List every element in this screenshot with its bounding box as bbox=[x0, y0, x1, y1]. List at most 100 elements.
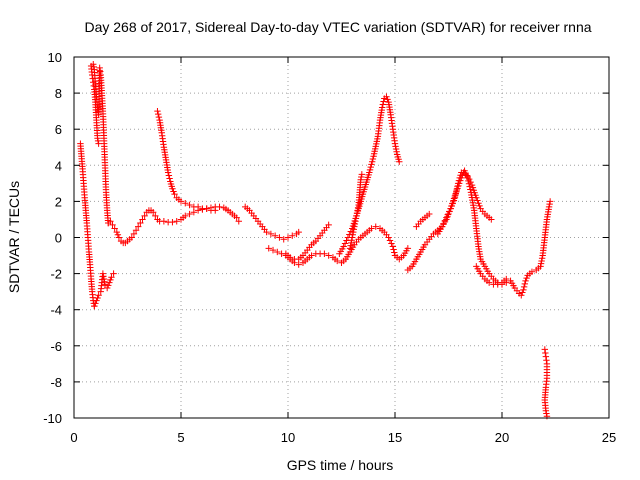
data-point bbox=[97, 68, 104, 75]
series-s13 bbox=[413, 210, 433, 230]
data-point bbox=[358, 173, 365, 181]
data-point bbox=[366, 169, 373, 176]
data-point bbox=[476, 202, 483, 210]
data-point bbox=[100, 273, 107, 280]
data-point bbox=[203, 205, 210, 212]
data-point bbox=[182, 200, 189, 207]
data-point bbox=[466, 183, 473, 190]
data-point bbox=[389, 243, 397, 250]
data-point bbox=[94, 137, 102, 145]
data-point bbox=[537, 260, 545, 267]
data-point bbox=[128, 234, 135, 241]
data-point bbox=[173, 218, 180, 225]
data-point bbox=[100, 275, 108, 283]
data-point bbox=[132, 227, 140, 234]
data-points bbox=[77, 61, 554, 420]
data-point bbox=[450, 197, 458, 204]
data-point bbox=[321, 250, 328, 257]
data-point bbox=[440, 220, 447, 227]
y-tick-label: -8 bbox=[50, 375, 62, 390]
data-point bbox=[107, 218, 114, 225]
data-point bbox=[346, 245, 354, 252]
data-point bbox=[542, 349, 549, 357]
data-point bbox=[216, 203, 223, 211]
data-point bbox=[90, 63, 97, 71]
data-point bbox=[101, 278, 108, 285]
x-tick-label: 15 bbox=[388, 430, 402, 445]
data-point bbox=[391, 140, 399, 147]
data-point bbox=[141, 212, 148, 220]
data-point bbox=[358, 171, 366, 178]
data-point bbox=[269, 246, 277, 254]
data-point bbox=[523, 274, 530, 282]
data-point bbox=[354, 207, 361, 214]
data-point bbox=[475, 200, 482, 207]
data-point bbox=[349, 231, 356, 238]
data-point bbox=[235, 218, 242, 225]
data-point bbox=[443, 214, 450, 221]
data-point bbox=[286, 254, 294, 261]
data-point bbox=[325, 221, 332, 229]
chart-title: Day 268 of 2017, Sidereal Day-to-day VTE… bbox=[84, 19, 591, 35]
data-point bbox=[351, 220, 359, 228]
data-point bbox=[542, 407, 550, 414]
data-point bbox=[458, 169, 465, 176]
data-point bbox=[455, 177, 463, 184]
data-point bbox=[393, 148, 400, 155]
series-s15 bbox=[473, 263, 510, 288]
series-s3 bbox=[90, 61, 112, 227]
data-point bbox=[348, 237, 355, 244]
series-s4 bbox=[91, 270, 117, 310]
data-point bbox=[538, 257, 545, 265]
data-point bbox=[444, 211, 451, 218]
data-point bbox=[520, 286, 527, 294]
data-point bbox=[519, 289, 526, 296]
data-point bbox=[350, 228, 357, 236]
data-point bbox=[347, 239, 355, 247]
data-point bbox=[95, 292, 102, 299]
data-point bbox=[350, 226, 358, 233]
y-tick-label: -4 bbox=[50, 303, 62, 318]
data-point bbox=[454, 183, 461, 190]
data-point bbox=[308, 252, 315, 259]
data-point bbox=[274, 248, 281, 256]
data-point bbox=[351, 223, 358, 230]
data-point bbox=[453, 188, 460, 196]
data-point bbox=[392, 143, 399, 150]
data-point bbox=[385, 234, 392, 241]
y-tick-label: -6 bbox=[50, 339, 62, 354]
data-point bbox=[105, 282, 112, 289]
data-point bbox=[90, 61, 97, 68]
data-point bbox=[357, 176, 364, 183]
data-point bbox=[154, 107, 161, 115]
data-point bbox=[263, 228, 270, 236]
data-point bbox=[295, 261, 302, 268]
data-point bbox=[233, 214, 240, 221]
data-point bbox=[446, 208, 453, 215]
x-tick-label: 10 bbox=[281, 430, 295, 445]
data-point bbox=[520, 283, 528, 291]
data-point bbox=[367, 163, 374, 171]
data-point bbox=[137, 219, 144, 227]
data-point bbox=[448, 202, 455, 210]
data-point bbox=[103, 284, 111, 292]
data-point bbox=[543, 357, 550, 364]
data-point bbox=[521, 280, 529, 288]
data-point bbox=[212, 207, 219, 214]
data-point bbox=[353, 212, 360, 220]
data-point bbox=[391, 249, 398, 256]
data-point bbox=[454, 180, 462, 187]
data-point bbox=[271, 232, 279, 239]
data-point bbox=[383, 93, 390, 100]
data-point bbox=[465, 177, 472, 185]
data-point bbox=[164, 169, 172, 176]
data-point bbox=[169, 218, 176, 226]
data-point bbox=[537, 263, 544, 270]
x-tick-label: 25 bbox=[602, 430, 616, 445]
data-point bbox=[353, 209, 361, 217]
data-point bbox=[182, 212, 189, 220]
data-point bbox=[451, 194, 459, 201]
data-point bbox=[93, 297, 100, 304]
series-s8 bbox=[265, 223, 412, 268]
data-point bbox=[352, 218, 359, 225]
